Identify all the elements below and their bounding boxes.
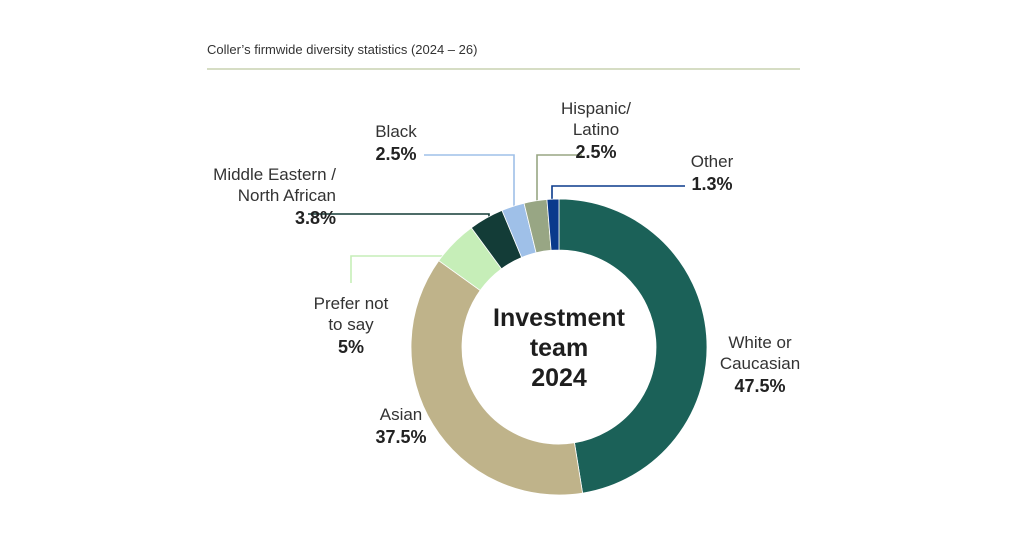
donut-slices (410, 198, 708, 496)
label-value: 37.5% (375, 427, 426, 447)
label-asian: Asian 37.5% (375, 405, 426, 447)
label-name-line: Hispanic/ (561, 99, 631, 118)
label-black: Black 2.5% (375, 122, 417, 164)
label-other: Other 1.3% (691, 152, 734, 194)
label-prefer-not-to-say: Prefer not to say 5% (314, 294, 389, 357)
label-value: 5% (338, 337, 364, 357)
label-name-line: Prefer not (314, 294, 389, 313)
label-name-line: Asian (380, 405, 423, 424)
label-name-line: Latino (573, 120, 619, 139)
label-name-line: North African (238, 186, 336, 205)
label-name-line: Middle Eastern / (213, 165, 336, 184)
label-value: 1.3% (691, 174, 732, 194)
label-name-line: Caucasian (720, 354, 800, 373)
center-label-line: team (530, 334, 588, 362)
label-middle-eastern-north-african: Middle Eastern / North African 3.8% (213, 165, 336, 228)
slice-asian (410, 260, 584, 496)
slice-white-or-caucasian (558, 198, 708, 494)
label-value: 2.5% (575, 142, 616, 162)
slice-labels: White or Caucasian 47.5% Asian 37.5% Prefer n… (213, 99, 800, 447)
label-name-line: White or (728, 333, 792, 352)
leader-lines (308, 154, 685, 283)
label-name-line: Black (375, 122, 417, 141)
leader-black (424, 154, 515, 213)
slice-other (546, 198, 560, 251)
leader-other (551, 185, 685, 200)
center-label-line: 2024 (531, 364, 587, 392)
label-name-line: to say (328, 315, 374, 334)
label-value: 47.5% (734, 376, 785, 396)
label-value: 3.8% (295, 208, 336, 228)
chart-title: Coller’s firmwide diversity statistics (… (207, 42, 477, 57)
label-hispanic-latino: Hispanic/Latino 2.5% (561, 99, 631, 162)
leader-hispanic-latino (536, 154, 582, 205)
label-name-line: Other (691, 152, 734, 171)
center-label-line: Investment (493, 304, 626, 332)
label-white-or-caucasian: White or Caucasian 47.5% (720, 333, 800, 396)
leader-prefer-not-to-say (350, 255, 452, 283)
label-value: 2.5% (375, 144, 416, 164)
